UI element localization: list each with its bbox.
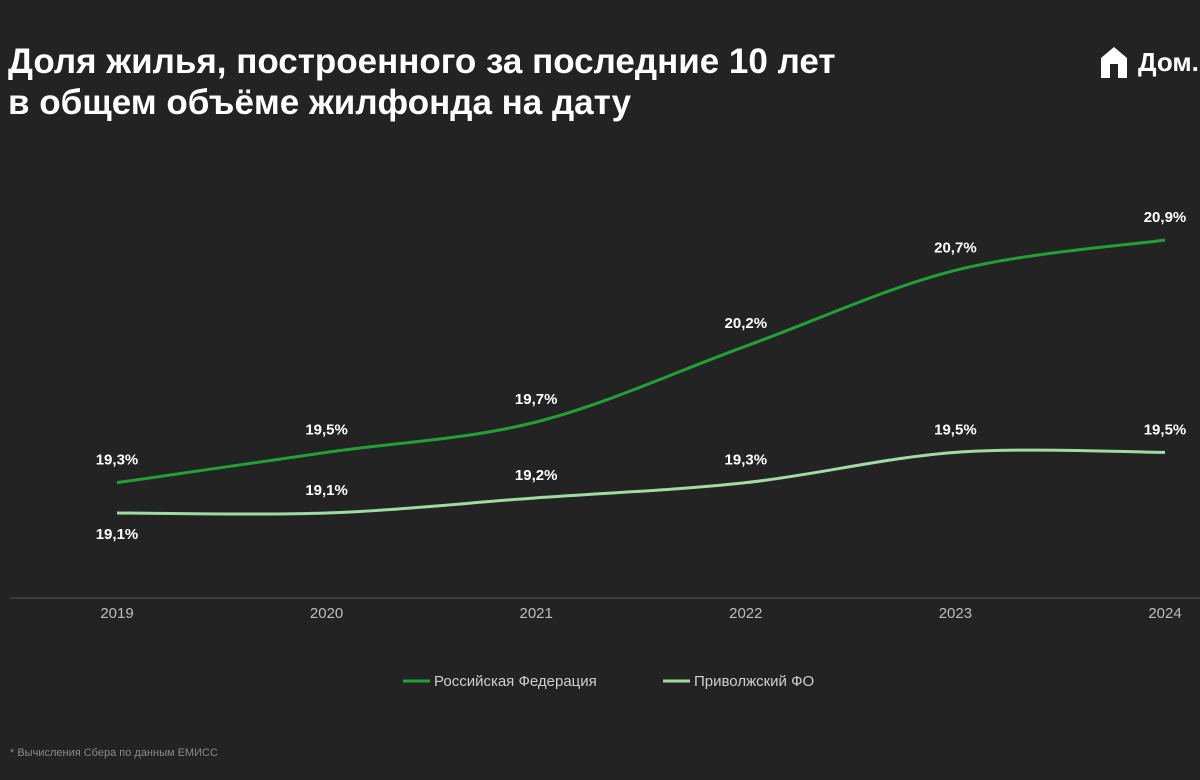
value-label: 19,3% (725, 452, 768, 469)
value-label: 19,2% (515, 467, 558, 484)
chart-title: Доля жилья, построенного за последние 10… (8, 42, 836, 81)
value-label: 19,1% (96, 526, 139, 543)
series-line (116, 448, 1166, 516)
chart-title: в общем объёме жилфонда на дату (8, 83, 632, 122)
series-line (116, 238, 1166, 485)
footnote: * Вычисления Сбера по данным ЕМИСС (10, 747, 218, 759)
legend-label: Приволжский ФО (694, 673, 814, 690)
value-label: 19,3% (96, 452, 139, 469)
x-tick-label: 2020 (310, 605, 343, 622)
logo-text: Дом.РФ (1138, 47, 1200, 77)
value-label: 19,5% (1144, 421, 1187, 438)
value-label: 20,9% (1144, 209, 1187, 226)
value-label: 19,5% (305, 421, 348, 438)
logo: Дом.РФ (1101, 47, 1200, 78)
logo-icon (1101, 47, 1127, 78)
x-tick-label: 2022 (729, 605, 762, 622)
value-label: 20,7% (934, 239, 977, 256)
value-label: 19,1% (305, 482, 348, 499)
x-tick-label: 2021 (520, 605, 553, 622)
x-tick-label: 2019 (100, 605, 133, 622)
x-tick-label: 2024 (1148, 605, 1181, 622)
value-label: 19,5% (934, 421, 977, 438)
value-label: 20,2% (725, 315, 768, 332)
value-label: 19,7% (515, 391, 558, 408)
legend-label: Российская Федерация (434, 673, 597, 690)
x-tick-label: 2023 (939, 605, 972, 622)
